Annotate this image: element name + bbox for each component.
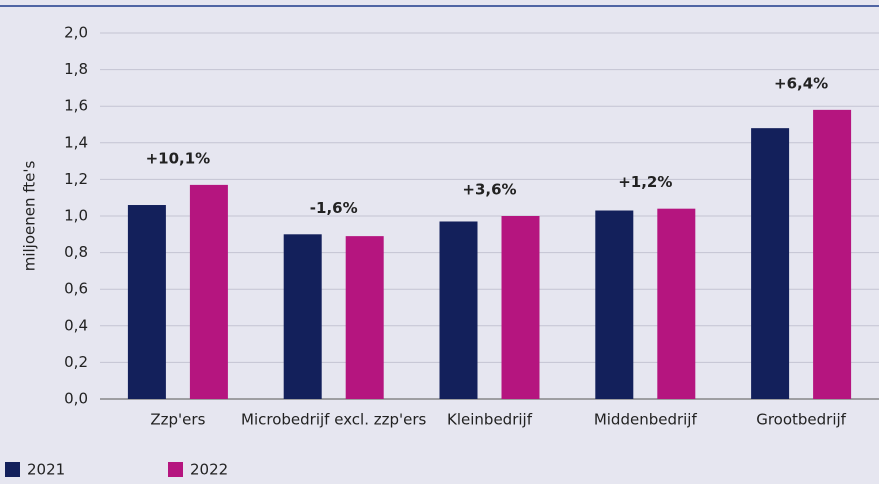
bar (813, 109, 852, 400)
x-tick-label: Grootbedrijf (756, 411, 846, 429)
bar (283, 234, 322, 399)
annotation: +6,4% (774, 74, 828, 92)
y-tick-label: 1,0 (64, 207, 88, 225)
annotation: +10,1% (146, 149, 211, 167)
y-tick-label: 1,6 (64, 97, 88, 115)
x-tick-label: Kleinbedrijf (447, 411, 533, 429)
annotation: +1,2% (618, 173, 672, 191)
bar (439, 221, 478, 399)
y-tick-label: 0,0 (64, 390, 88, 408)
bar (189, 184, 228, 399)
bar (751, 128, 790, 399)
y-tick-label: 0,8 (64, 243, 88, 261)
y-tick-label: 0,4 (64, 316, 88, 334)
bar (657, 208, 696, 399)
legend-label: 2021 (27, 461, 65, 479)
x-tick-label: Microbedrijf excl. zzp'ers (241, 411, 427, 429)
annotation: -1,6% (310, 199, 358, 217)
y-tick-label: 1,8 (64, 60, 88, 78)
bar (595, 210, 634, 399)
bar (127, 205, 166, 399)
bar (345, 236, 384, 399)
y-tick-label: 1,4 (64, 133, 88, 151)
legend-swatch (168, 462, 183, 477)
y-axis-label: miljoenen fte's (21, 161, 39, 272)
legend-label: 2022 (190, 461, 228, 479)
x-tick-label: Zzp'ers (150, 411, 205, 429)
y-tick-label: 2,0 (64, 24, 88, 42)
annotation: +3,6% (462, 181, 516, 199)
legend-swatch (5, 462, 20, 477)
bar (501, 216, 540, 399)
y-tick-label: 1,2 (64, 170, 88, 188)
y-tick-label: 0,2 (64, 353, 88, 371)
y-tick-label: 0,6 (64, 280, 88, 298)
x-tick-label: Middenbedrijf (594, 411, 698, 429)
